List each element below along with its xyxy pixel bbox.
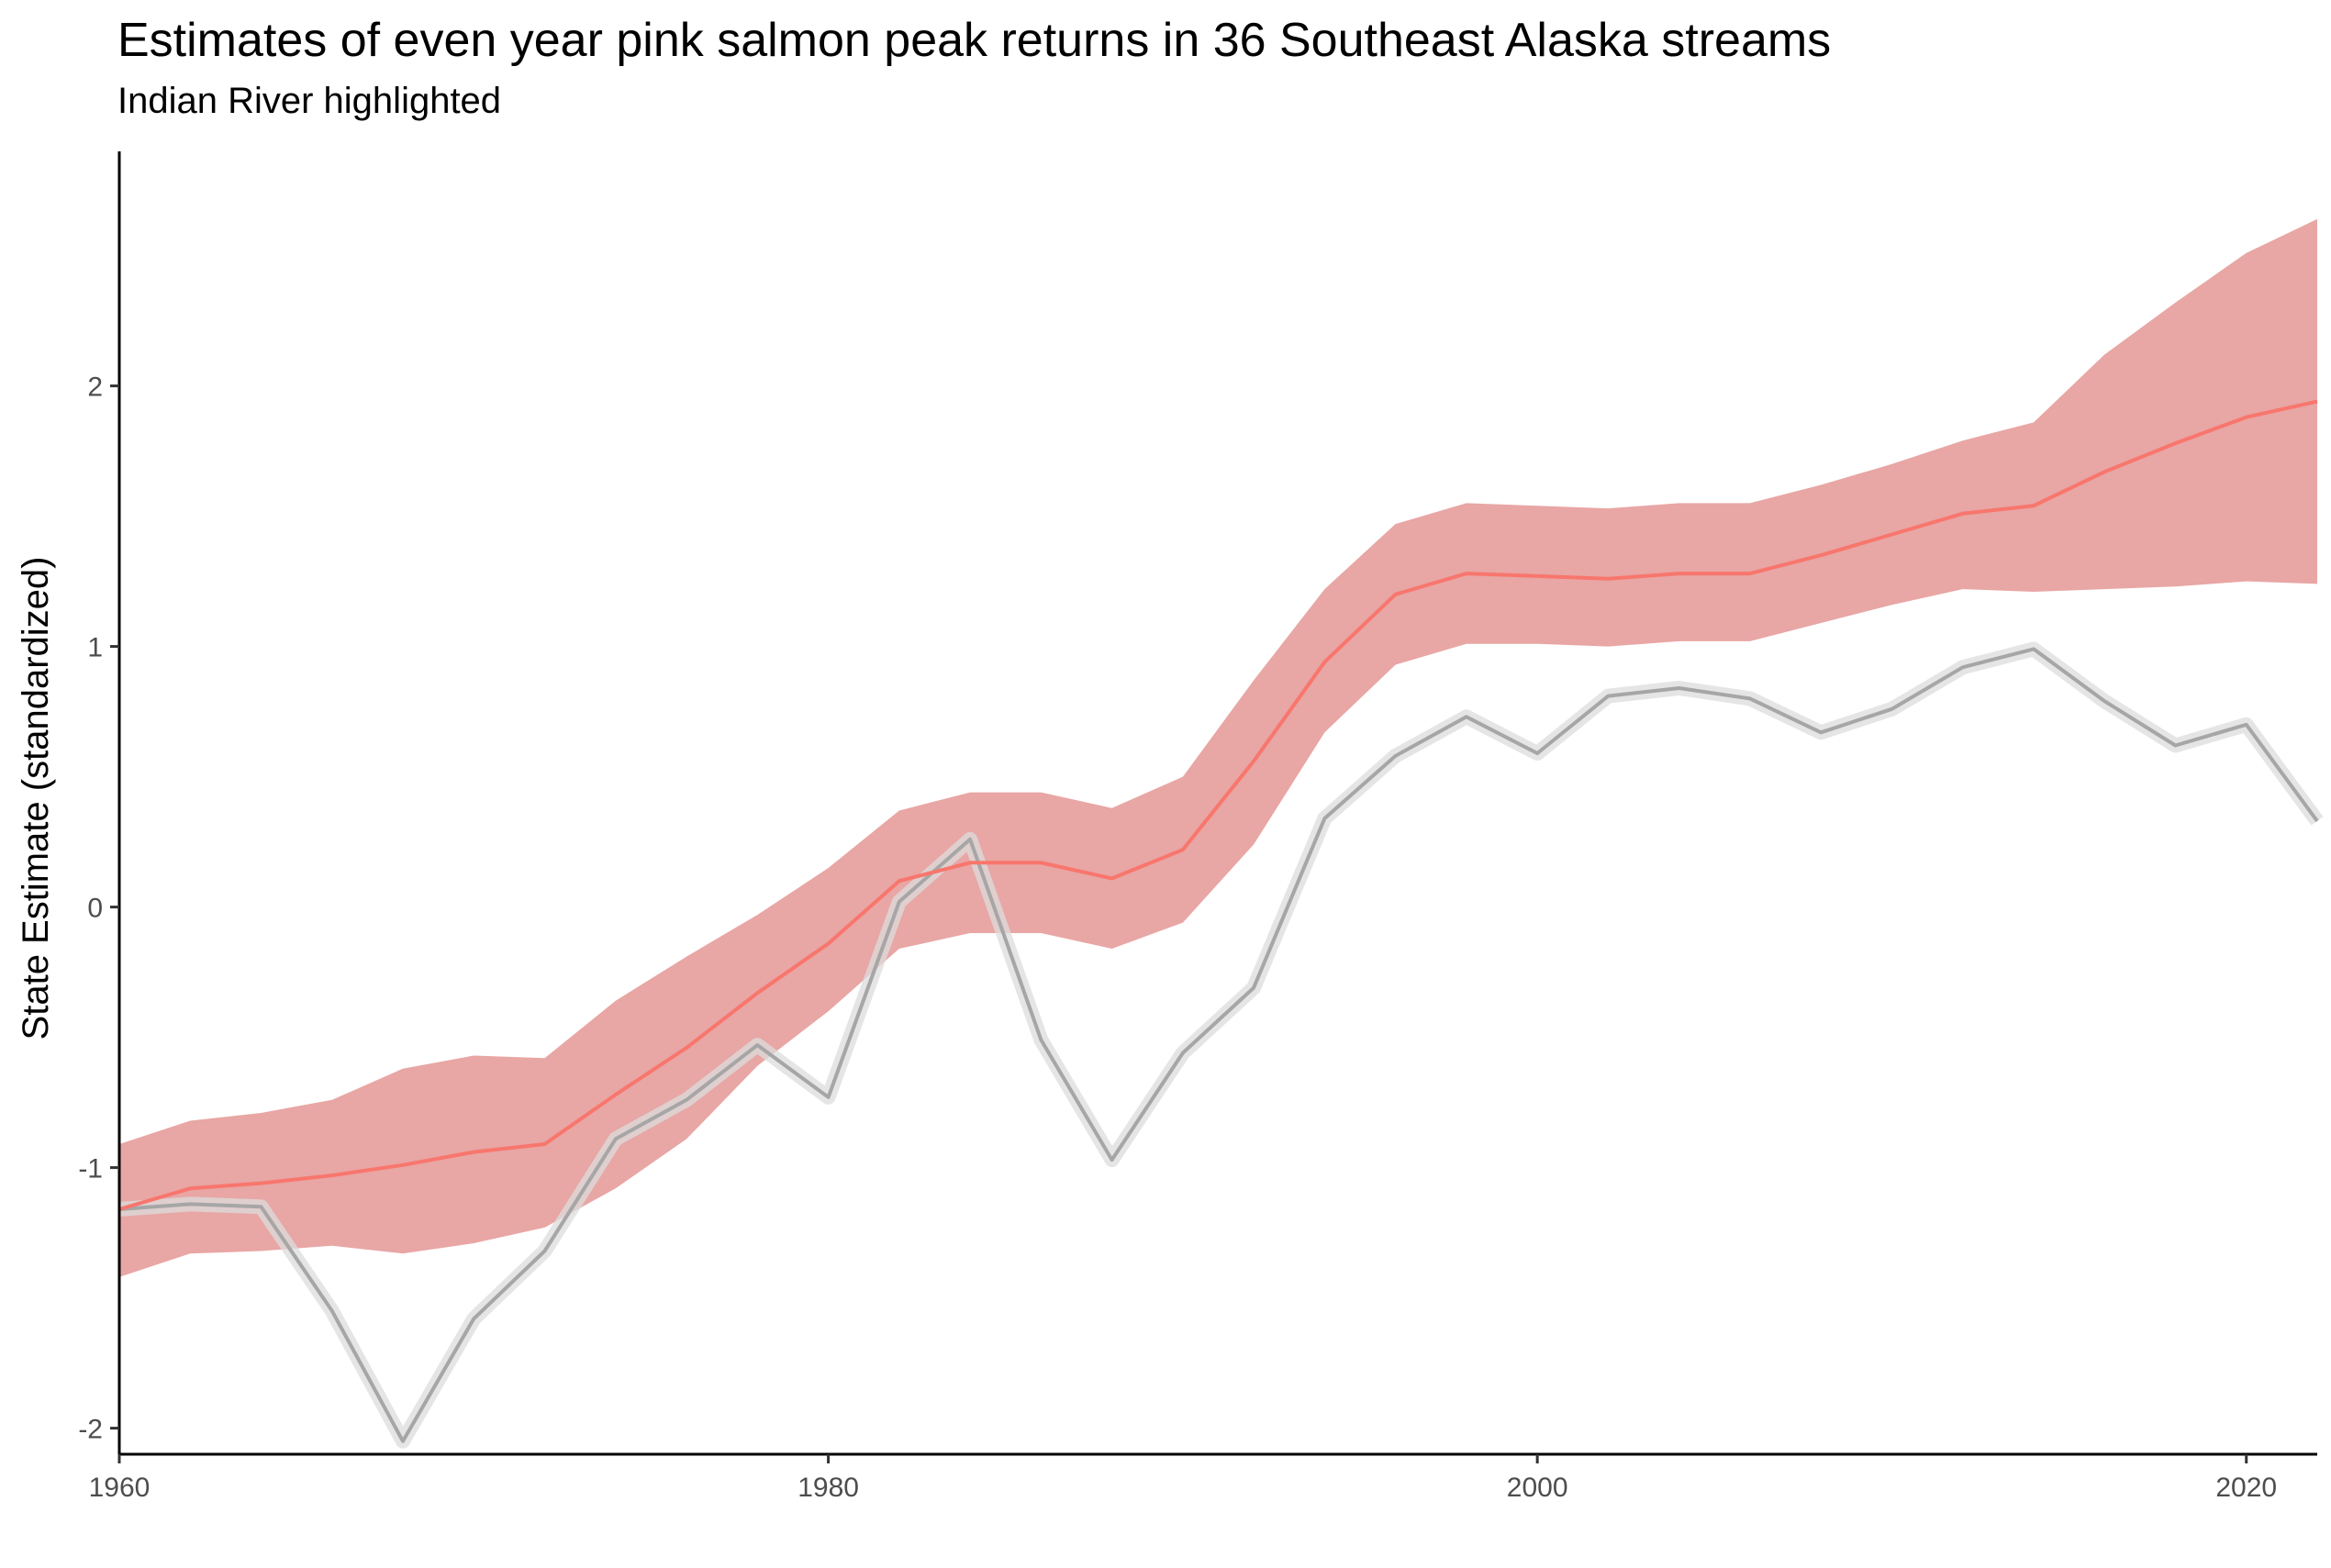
y-tick-label: 1 — [87, 633, 103, 663]
x-tick-label: 2020 — [2215, 1473, 2277, 1503]
state-estimate-line — [118, 399, 2318, 1211]
x-tick-label: 2000 — [1507, 1473, 1568, 1503]
y-tick-label: -2 — [78, 1415, 103, 1445]
y-tick-label: -1 — [78, 1154, 103, 1184]
chart-title: Estimates of even year pink salmon peak … — [117, 14, 1832, 67]
observed-series-line — [118, 647, 2319, 1443]
y-axis-title: State Estimate (standardized) — [16, 557, 56, 1040]
series-line-layer — [118, 399, 2324, 1449]
y-tick-label: 2 — [87, 373, 103, 403]
axes: -2 -1 0 1 2 1960 1980 2000 2020 — [78, 151, 2317, 1503]
confidence-ribbon-layer — [119, 218, 2317, 1277]
x-tick-label: 1980 — [797, 1473, 859, 1503]
y-tick-label: 0 — [87, 894, 103, 924]
x-tick-label: 1960 — [89, 1473, 151, 1503]
confidence-ribbon — [119, 218, 2317, 1277]
chart-subtitle: Indian River highlighted — [117, 81, 502, 121]
